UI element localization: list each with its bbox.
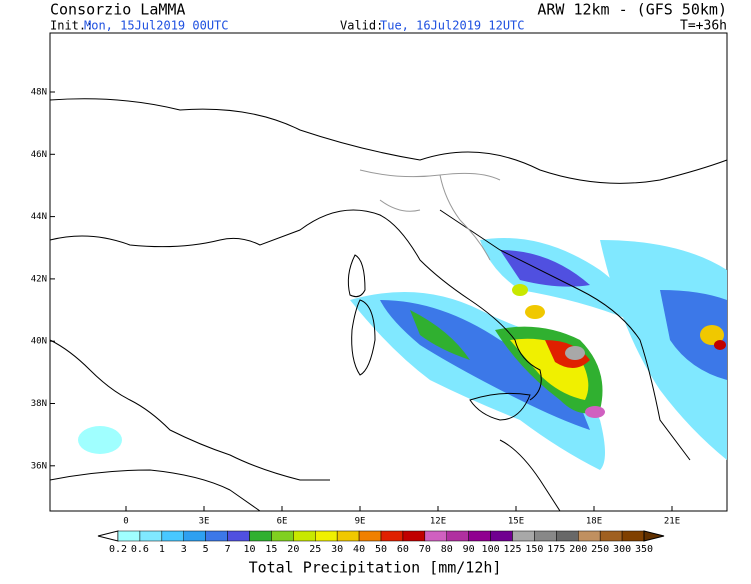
colorbar-label: 3 xyxy=(181,544,187,555)
colorbar-segment xyxy=(578,530,601,542)
colorbar-segment xyxy=(512,530,535,542)
colorbar-label: 10 xyxy=(243,544,255,555)
lon-label: 9E xyxy=(355,517,366,527)
colorbar-label: 200 xyxy=(569,544,587,555)
colorbar-label: 0.2 xyxy=(109,544,127,555)
lon-label: 15E xyxy=(508,517,524,527)
colorbar-segment xyxy=(402,530,426,542)
colorbar-segment xyxy=(293,530,316,542)
colorbar-label: 20 xyxy=(287,544,299,555)
lead-time: T=+36h xyxy=(680,19,727,34)
colorbar-segment xyxy=(424,530,448,542)
lat-label: 38N xyxy=(31,399,47,409)
colorbar-segment xyxy=(183,530,206,542)
init-time: Mon, 15Jul2019 00UTC xyxy=(84,19,229,33)
colorbar-segment xyxy=(315,530,338,542)
lon-label: 21E xyxy=(664,517,680,527)
colorbar-label: 40 xyxy=(353,544,365,555)
colorbar: 0.2 0.6 1 3 5 7 10 15 20 25 30 40 50 60 70 80 90 100 125 15… xyxy=(97,530,665,555)
lon-label: 0 xyxy=(123,517,128,527)
colorbar-segment xyxy=(621,530,645,542)
colorbar-segment xyxy=(205,530,228,542)
colorbar-label: 70 xyxy=(419,544,431,555)
coastlines xyxy=(49,98,728,512)
model-label: ARW 12km - (GFS 50km) xyxy=(537,1,727,19)
lat-label: 46N xyxy=(31,150,47,160)
colorbar-segment xyxy=(556,530,579,542)
colorbar-segment xyxy=(468,530,491,542)
colorbar-label: 7 xyxy=(225,544,231,555)
colorbar-label: 0.6 xyxy=(131,544,149,555)
colorbar-label: 125 xyxy=(503,544,521,555)
colorbar-segment xyxy=(117,530,141,542)
lat-labels: 48N 46N 44N 42N 40N 38N 36N xyxy=(31,88,55,471)
colorbar-label: 90 xyxy=(463,544,475,555)
lat-label: 48N xyxy=(31,88,47,98)
title: Consorzio LaMMA xyxy=(50,1,185,19)
colorbar-segment xyxy=(227,530,250,542)
lon-label: 12E xyxy=(430,517,446,527)
colorbar-label: 60 xyxy=(397,544,409,555)
borders xyxy=(359,169,501,261)
colorbar-segment xyxy=(161,530,184,542)
colorbar-label: 50 xyxy=(375,544,387,555)
lat-label: 44N xyxy=(31,212,47,222)
colorbar-segment xyxy=(358,530,382,542)
colorbar-segment xyxy=(139,530,163,542)
lat-label: 42N xyxy=(31,274,47,284)
colorbar-label: 80 xyxy=(441,544,453,555)
lon-label: 18E xyxy=(586,517,602,527)
colorbar-segment xyxy=(336,530,360,542)
colorbar-label: 175 xyxy=(547,544,565,555)
lon-label: 6E xyxy=(277,517,288,527)
valid-time: Tue, 16Jul2019 12UTC xyxy=(380,19,525,33)
precipitation xyxy=(78,238,727,470)
colorbar-label: 1 xyxy=(159,544,165,555)
colorbar-segment xyxy=(446,530,469,542)
init-label: Init.: xyxy=(50,19,93,33)
colorbar-label: 100 xyxy=(482,544,500,555)
colorbar-segment xyxy=(249,530,272,542)
colorbar-segment xyxy=(534,530,557,542)
colorbar-label: 150 xyxy=(525,544,543,555)
colorbar-segment xyxy=(380,530,404,542)
colorbar-label: 250 xyxy=(591,544,609,555)
colorbar-segment xyxy=(271,530,294,542)
colorbar-label: 350 xyxy=(635,544,653,555)
map xyxy=(49,32,728,512)
colorbar-title: Total Precipitation [mm/12h] xyxy=(249,559,502,577)
lon-label: 3E xyxy=(199,517,210,527)
lon-labels: 0 3E 6E 9E 12E 15E 18E 21E xyxy=(123,506,680,527)
colorbar-label: 30 xyxy=(331,544,343,555)
colorbar-high xyxy=(643,530,665,542)
lat-label: 40N xyxy=(31,337,47,347)
colorbar-segment xyxy=(599,530,623,542)
colorbar-label: 5 xyxy=(203,544,209,555)
colorbar-segment xyxy=(490,530,513,542)
colorbar-low xyxy=(97,530,119,542)
valid-label: Valid: xyxy=(340,19,383,33)
colorbar-label: 300 xyxy=(613,544,631,555)
colorbar-label: 15 xyxy=(265,544,277,555)
colorbar-label: 25 xyxy=(309,544,321,555)
lat-label: 36N xyxy=(31,461,47,471)
